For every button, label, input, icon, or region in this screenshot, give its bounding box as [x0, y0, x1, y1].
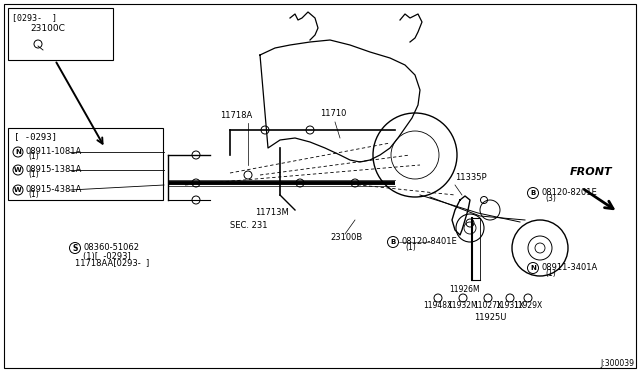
- Text: 11925U: 11925U: [474, 313, 506, 322]
- Text: (1): (1): [28, 190, 39, 199]
- Text: 11713M: 11713M: [255, 208, 289, 217]
- Text: (3): (3): [545, 194, 556, 203]
- Text: (1)[  -0293]: (1)[ -0293]: [83, 251, 131, 260]
- Text: (1): (1): [28, 170, 39, 179]
- Text: (1): (1): [405, 243, 416, 252]
- Text: [ -0293]: [ -0293]: [14, 132, 57, 141]
- Text: 08911-3401A: 08911-3401A: [541, 263, 597, 272]
- Text: W: W: [14, 187, 22, 193]
- Text: [0293-  ]: [0293- ]: [12, 13, 57, 22]
- Bar: [8, 8, 113, 60]
- Text: 08915-4381A: 08915-4381A: [25, 185, 81, 193]
- Text: W: W: [14, 167, 22, 173]
- Text: (1): (1): [545, 269, 556, 278]
- FancyArrowPatch shape: [584, 190, 613, 209]
- Text: 11710: 11710: [320, 109, 346, 118]
- Text: J:300039: J:300039: [600, 359, 634, 368]
- Text: 11926M: 11926M: [450, 285, 480, 294]
- Text: 08120-8401E: 08120-8401E: [401, 237, 457, 246]
- Text: 08120-8201E: 08120-8201E: [541, 187, 596, 196]
- Text: FRONT: FRONT: [570, 167, 612, 177]
- Text: N: N: [15, 149, 21, 155]
- Text: 11932M: 11932M: [448, 301, 478, 310]
- Text: 11335P: 11335P: [455, 173, 486, 182]
- Text: (1): (1): [28, 152, 39, 161]
- Text: 11027X: 11027X: [474, 301, 502, 310]
- Text: 08360-51062: 08360-51062: [83, 243, 139, 251]
- Text: B: B: [390, 239, 396, 245]
- Text: SEC. 231: SEC. 231: [230, 221, 268, 230]
- Text: 11948X: 11948X: [424, 301, 452, 310]
- Text: 23100C: 23100C: [30, 24, 65, 33]
- Text: N: N: [530, 265, 536, 271]
- Text: 11718AA[0293-  ]: 11718AA[0293- ]: [75, 258, 149, 267]
- Text: 08911-1081A: 08911-1081A: [25, 147, 81, 155]
- Text: 23100B: 23100B: [330, 233, 362, 242]
- Text: 11931X: 11931X: [495, 301, 525, 310]
- Text: 08915-1381A: 08915-1381A: [25, 164, 81, 173]
- Text: S: S: [72, 244, 77, 253]
- Text: B: B: [531, 190, 536, 196]
- Text: 11718A: 11718A: [220, 111, 252, 120]
- Bar: [8, 128, 163, 200]
- Text: 11929X: 11929X: [513, 301, 543, 310]
